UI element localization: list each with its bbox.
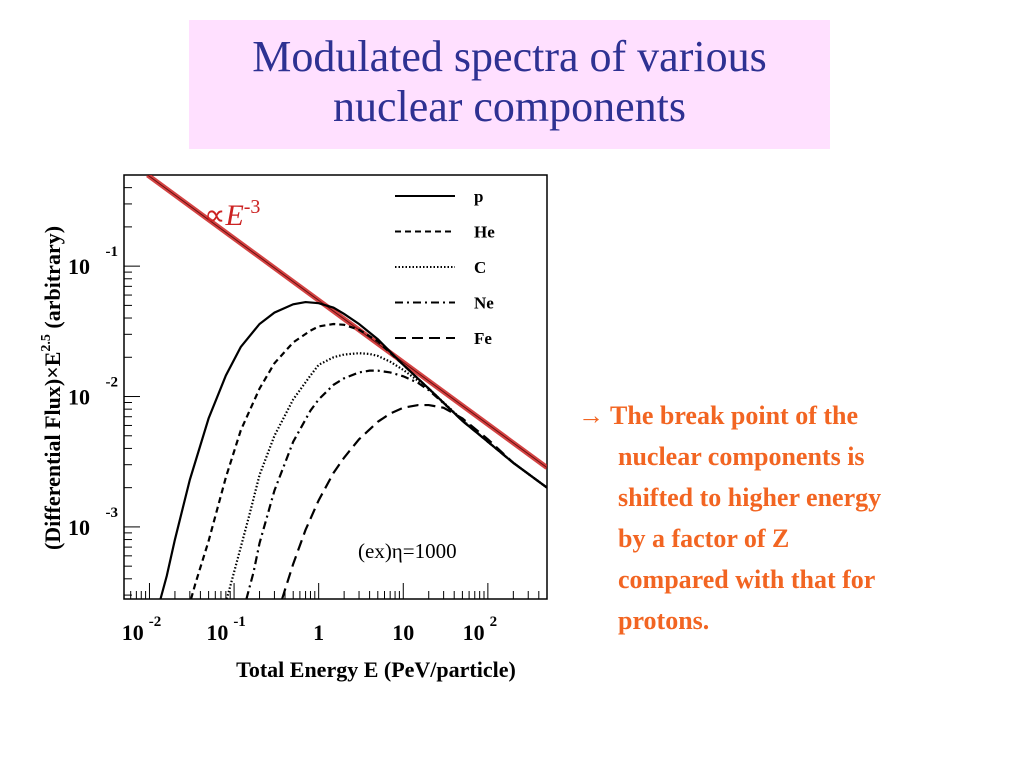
- legend-label-p: p: [474, 187, 483, 206]
- y-tick-exponent: -3: [106, 505, 119, 521]
- power-law-exponent: -3: [244, 196, 261, 218]
- arrow-glyph: →: [578, 401, 604, 430]
- x-tick-exponent: -1: [233, 614, 246, 630]
- proportional-symbol: ∝: [204, 199, 225, 232]
- eta-annotation: (ex)η=1000: [358, 539, 457, 563]
- y-tick-label: 10-1: [68, 244, 118, 279]
- legend-label-c: C: [474, 258, 486, 277]
- plot-frame: [123, 174, 548, 600]
- note-line-1: → The break point of the: [578, 395, 1008, 436]
- x-tick-exponent: -2: [149, 614, 162, 630]
- x-tick-label: 10 -1: [206, 614, 246, 645]
- legend-label-fe: Fe: [474, 329, 492, 348]
- y-axis-label: (Differential Flux)×E2.5 (arbitrary): [39, 226, 65, 550]
- x-axis-label: Total Energy E (PeV/particle): [236, 657, 516, 682]
- power-law-core: [147, 175, 547, 469]
- x-tick-label: 10 -2: [122, 614, 162, 645]
- y-tick-label: 10-3: [68, 505, 118, 540]
- power-law-variable: E: [224, 199, 243, 232]
- y-axis-label-main: (Differential Flux)×E: [40, 352, 65, 550]
- slide-title-line-2: nuclear components: [332, 82, 687, 131]
- y-axis-label-exponent: 2.5: [39, 334, 54, 352]
- legend-label-he: He: [474, 223, 495, 242]
- y-tick-exponent: -2: [106, 375, 119, 391]
- note-line-3: shifted to higher energy: [618, 483, 882, 512]
- note-text: → The break point of the nuclear compone…: [578, 395, 1008, 641]
- y-tick-exponent: -1: [106, 244, 119, 260]
- legend-label-ne: Ne: [474, 294, 494, 313]
- y-axis-label-suffix: (arbitrary): [40, 226, 65, 334]
- note-line-2: nuclear components is: [618, 442, 865, 471]
- legend: p He C Ne Fe: [395, 187, 495, 348]
- note-line-5: compared with that for: [618, 565, 876, 594]
- x-tick-label: 10: [392, 620, 414, 645]
- axis-ticks: [123, 174, 548, 599]
- power-law-label: ∝E-3: [204, 196, 260, 232]
- series-line-ne: [245, 369, 547, 599]
- slide-title: Modulated spectra of various nuclear com…: [189, 20, 830, 149]
- x-tick-label: 1: [313, 620, 324, 645]
- x-tick-exponent: 2: [490, 614, 498, 630]
- x-tick-label: 10 2: [463, 614, 498, 645]
- note-line-4: by a factor of Z: [618, 524, 790, 553]
- note-line-1-text: The break point of the: [610, 401, 859, 430]
- series-line-fe: [281, 403, 547, 599]
- spectra-curves: [146, 175, 547, 599]
- slide-title-line-1: Modulated spectra of various: [252, 32, 767, 81]
- note-line-6: protons.: [618, 606, 710, 635]
- y-tick-label: 10-2: [68, 375, 118, 410]
